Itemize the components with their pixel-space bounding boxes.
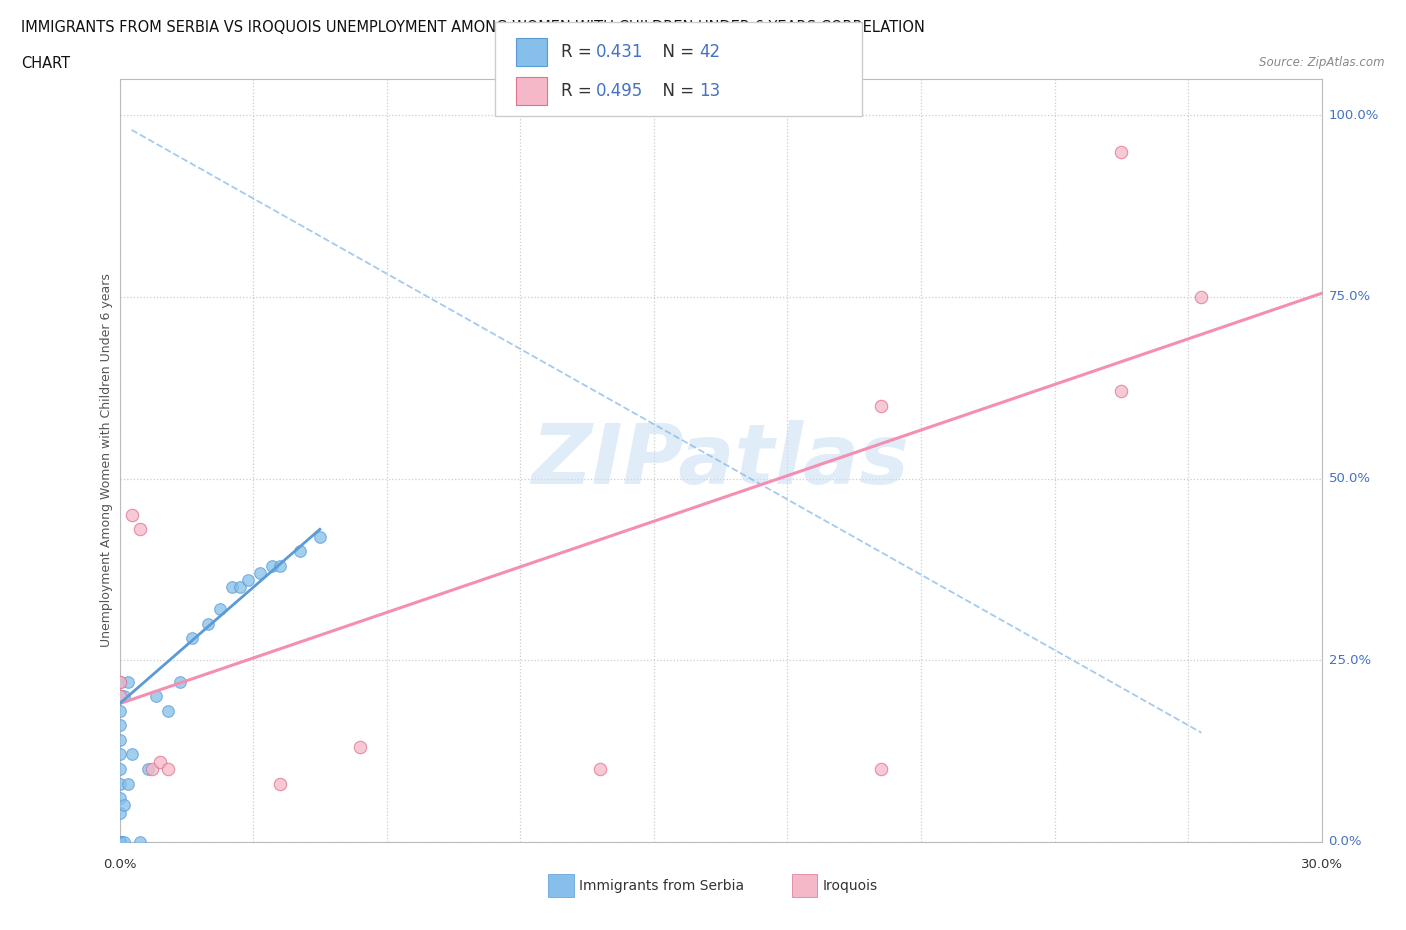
Text: CHART: CHART <box>21 56 70 71</box>
Point <box>108 674 131 689</box>
Text: 42: 42 <box>699 43 720 61</box>
Point <box>108 834 131 849</box>
Point <box>288 544 311 559</box>
Point <box>108 674 131 689</box>
Point <box>169 674 191 689</box>
Text: 0.0%: 0.0% <box>103 858 136 871</box>
Point <box>108 834 131 849</box>
Text: 0.495: 0.495 <box>596 82 644 100</box>
Point <box>149 754 172 769</box>
Point <box>112 798 135 813</box>
Text: N =: N = <box>652 82 700 100</box>
Point <box>112 689 135 704</box>
Text: 25.0%: 25.0% <box>1329 654 1371 667</box>
Point <box>112 834 135 849</box>
Text: Source: ZipAtlas.com: Source: ZipAtlas.com <box>1260 56 1385 69</box>
Text: 0.0%: 0.0% <box>1329 835 1362 848</box>
Point <box>108 689 131 704</box>
Point <box>156 762 179 777</box>
Point <box>1191 289 1213 304</box>
Point <box>117 777 139 791</box>
Point <box>128 834 150 849</box>
Point <box>108 834 131 849</box>
Point <box>108 703 131 718</box>
Point <box>108 747 131 762</box>
Point <box>228 580 252 595</box>
Point <box>141 762 163 777</box>
Point <box>869 762 893 777</box>
Point <box>208 602 231 617</box>
Point <box>108 834 131 849</box>
Text: Immigrants from Serbia: Immigrants from Serbia <box>579 879 744 894</box>
Point <box>249 565 271 580</box>
Point <box>156 703 179 718</box>
Text: 30.0%: 30.0% <box>1301 858 1343 871</box>
Point <box>108 805 131 820</box>
Point <box>260 558 283 573</box>
Point <box>236 573 259 588</box>
Point <box>197 617 219 631</box>
Text: N =: N = <box>652 43 700 61</box>
Text: IMMIGRANTS FROM SERBIA VS IROQUOIS UNEMPLOYMENT AMONG WOMEN WITH CHILDREN UNDER : IMMIGRANTS FROM SERBIA VS IROQUOIS UNEMP… <box>21 20 925 35</box>
Point <box>589 762 612 777</box>
Point <box>108 834 131 849</box>
Point <box>145 689 167 704</box>
Text: ZIPatlas: ZIPatlas <box>531 419 910 501</box>
Text: 13: 13 <box>699 82 720 100</box>
Point <box>221 580 243 595</box>
Text: Iroquois: Iroquois <box>823 879 877 894</box>
Text: R =: R = <box>561 82 598 100</box>
Point <box>269 558 291 573</box>
Point <box>108 777 131 791</box>
Point <box>128 522 150 537</box>
Text: 75.0%: 75.0% <box>1329 290 1371 303</box>
Point <box>117 674 139 689</box>
Point <box>108 762 131 777</box>
Y-axis label: Unemployment Among Women with Children Under 6 years: Unemployment Among Women with Children U… <box>100 273 112 647</box>
Point <box>869 398 893 413</box>
Point <box>108 790 131 805</box>
Point <box>180 631 202 645</box>
Point <box>121 747 143 762</box>
Point <box>121 508 143 523</box>
Point <box>1111 144 1133 159</box>
Point <box>309 529 332 544</box>
Point <box>108 834 131 849</box>
Point <box>136 762 159 777</box>
Point <box>269 777 291 791</box>
Point <box>108 733 131 748</box>
Point <box>108 834 131 849</box>
Point <box>108 834 131 849</box>
Text: 100.0%: 100.0% <box>1329 109 1379 122</box>
Point <box>349 739 371 754</box>
Point <box>108 718 131 733</box>
Text: 50.0%: 50.0% <box>1329 472 1371 485</box>
Point <box>1111 384 1133 399</box>
Text: 0.431: 0.431 <box>596 43 644 61</box>
Text: R =: R = <box>561 43 598 61</box>
Point <box>108 689 131 704</box>
Point <box>108 834 131 849</box>
Point <box>108 834 131 849</box>
